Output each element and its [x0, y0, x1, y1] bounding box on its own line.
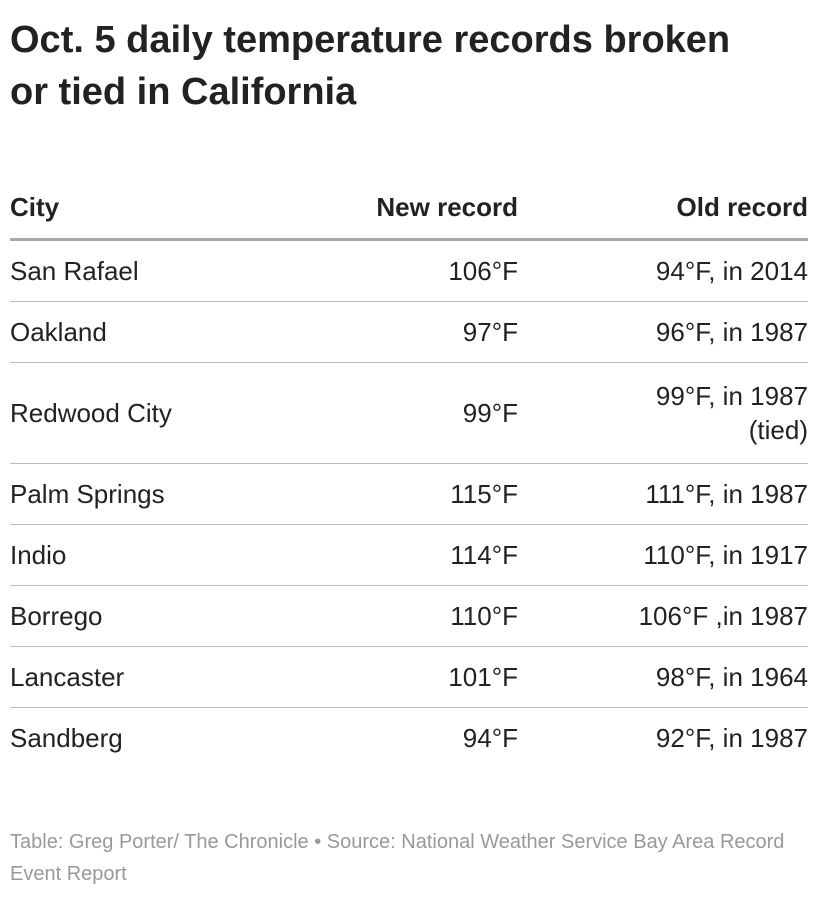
cell-text: 98°F, in 1964 [655, 662, 808, 692]
cell-text: 92°F, in 1987 [655, 723, 808, 753]
table-body: San Rafael 106°F 94°F, in 2014 Oakland 97°F 9… [10, 239, 808, 769]
table-row: Borrego 110°F 106°F ,in 1987 [10, 585, 808, 647]
table-cell: 94°F, in 2014 [518, 239, 808, 302]
cell-text: 110°F, in 1917 [643, 540, 808, 570]
table-cell: 111°F, in 1987 [518, 463, 808, 525]
table-cell: San Rafael [10, 239, 330, 302]
table-cell: 101°F [330, 646, 518, 708]
table-cell: 106°F ,in 1987 [518, 585, 808, 647]
table-cell: 96°F, in 1987 [518, 301, 808, 363]
records-table: City New record Old record San Rafael 106… [10, 176, 808, 768]
table-cell: 106°F [330, 239, 518, 302]
table-row: Sandberg 94°F 92°F, in 1987 [10, 708, 808, 769]
table-cell: 99°F [330, 362, 518, 464]
table-cell: 115°F [330, 463, 518, 525]
column-header: Old record [518, 176, 808, 241]
table-cell: Redwood City [10, 362, 330, 464]
table-cell: Lancaster [10, 646, 330, 708]
table-cell: 110°F [330, 585, 518, 647]
header-row: City New record Old record [10, 176, 808, 241]
table-cell: 92°F, in 1987 [518, 708, 808, 769]
table-cell: 114°F [330, 524, 518, 586]
cell-text: 99°F, in 1987 (tied) [655, 381, 808, 445]
table-cell: Indio [10, 524, 330, 586]
footer-note: Table: Greg Porter/ The Chronicle • Sour… [10, 831, 785, 885]
table-cell: Borrego [10, 585, 330, 647]
cell-text: 111°F, in 1987 [645, 479, 808, 509]
title: Oct. 5 daily temperature records broken … [10, 19, 731, 113]
table-row: Indio 114°F 110°F, in 1917 [10, 524, 808, 586]
table-row: Redwood City 99°F 99°F, in 1987 (tied) [10, 362, 808, 464]
table-row: Lancaster 101°F 98°F, in 1964 [10, 646, 808, 708]
cell-text: 94°F, in 2014 [655, 256, 808, 286]
table-cell: Palm Springs [10, 463, 330, 525]
table-cell: 97°F [330, 301, 518, 363]
table-cell: Oakland [10, 301, 330, 363]
column-header: New record [330, 176, 518, 241]
cell-text: 106°F ,in 1987 [638, 601, 808, 631]
table-cell: 99°F, in 1987 (tied) [518, 362, 808, 464]
cell-text: 96°F, in 1987 [655, 317, 808, 347]
table-row: Palm Springs 115°F 111°F, in 1987 [10, 463, 808, 525]
table-row: Oakland 97°F 96°F, in 1987 [10, 301, 808, 363]
column-header: City [10, 176, 330, 241]
table-row: San Rafael 106°F 94°F, in 2014 [10, 239, 808, 302]
table-cell: 110°F, in 1917 [518, 524, 808, 586]
table-cell: 98°F, in 1964 [518, 646, 808, 708]
table-cell: 94°F [462, 723, 518, 753]
table-cell: Sandberg [10, 723, 123, 753]
